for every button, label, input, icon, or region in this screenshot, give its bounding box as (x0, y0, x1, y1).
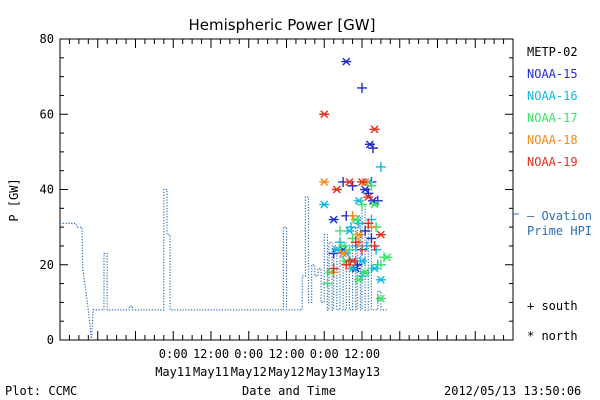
legend-noaa-15: NOAA-15 (527, 67, 578, 81)
noaa-16-north-point (319, 200, 330, 209)
noaa-19-north-point (375, 230, 386, 239)
noaa-18-north-point (319, 177, 330, 186)
plot-credit: Plot: CCMC (5, 384, 77, 398)
noaa-15-south-point (366, 233, 377, 244)
noaa-19-south-point (328, 263, 339, 274)
noaa-19-south-point (357, 244, 367, 255)
noaa-19-north-point (331, 185, 342, 194)
noaa-17-south-point (334, 225, 345, 236)
axis-ticks: 0204060800:00May1112:00May110:00May1212:… (40, 32, 514, 379)
marker-legend-south: + south (527, 299, 578, 313)
chart-title: Hemispheric Power [GW] (189, 16, 376, 34)
legend-noaa-16: NOAA-16 (527, 89, 578, 103)
noaa-17-north-point (369, 200, 380, 209)
noaa-16-north-point (357, 256, 367, 265)
y-tick-label: 40 (40, 183, 54, 197)
marker-legend-north: * north (527, 329, 578, 343)
noaa-19-north-point (347, 256, 358, 265)
x-tick-date-label: May12 (231, 365, 267, 379)
ovation-prime-hpi-line (60, 188, 388, 341)
noaa-19-north-point (344, 177, 355, 186)
ovation-series (60, 188, 388, 341)
noaa-19-north-point (319, 110, 330, 119)
noaa-17-south-point (357, 199, 367, 210)
noaa-17-north-point (375, 294, 386, 303)
noaa-15-north-point (341, 57, 352, 66)
y-axis-label: P [GW] (7, 178, 21, 221)
noaa-19-south-point (369, 240, 380, 251)
noaa-18-north-point (353, 230, 364, 239)
x-tick-time-label: 12:00 (268, 347, 304, 361)
plot-timestamp: 2012/05/13 13:50:06 (444, 384, 581, 398)
noaa-16-north-point (369, 264, 380, 273)
legend-metp-02: METP-02 (527, 45, 578, 59)
legend-ovation-line-1: — Ovation (527, 209, 592, 223)
legend-noaa-19: NOAA-19 (527, 155, 578, 169)
noaa-15-north-point (364, 140, 375, 149)
x-tick-date-label: May11 (155, 365, 191, 379)
noaa-15-south-point (357, 82, 367, 93)
noaa-15-north-point (360, 185, 371, 194)
y-tick-label: 80 (40, 32, 54, 46)
noaa-15-north-point (328, 215, 339, 224)
noaa-17-north-point (382, 253, 393, 262)
legend: METP-02 NOAA-15 NOAA-16 NOAA-17 NOAA-18 NOAA-… (513, 45, 592, 343)
y-tick-label: 20 (40, 258, 54, 272)
noaa-17-south-point (375, 259, 386, 270)
noaa-16-north-point (375, 275, 386, 284)
noaa-19-north-point (363, 193, 374, 202)
noaa-16-north-point (344, 226, 355, 235)
x-tick-time-label: 0:00 (310, 347, 339, 361)
legend-ovation-line-2: Prime HPI (527, 224, 592, 238)
noaa-18-south-point (347, 210, 358, 221)
noaa-17-north-point (338, 241, 349, 250)
noaa-19-north-point (357, 177, 367, 186)
x-tick-date-label: May13 (344, 365, 380, 379)
noaa-16-south-point (375, 161, 386, 172)
x-tick-date-label: May13 (306, 365, 342, 379)
y-tick-label: 60 (40, 107, 54, 121)
noaa-17-south-point (322, 278, 333, 289)
x-tick-time-label: 0:00 (234, 347, 263, 361)
noaa-19-south-point (363, 218, 374, 229)
satellite-points (319, 57, 393, 303)
x-tick-time-label: 12:00 (193, 347, 229, 361)
noaa-17-north-point (353, 275, 364, 284)
x-tick-time-label: 12:00 (344, 347, 380, 361)
noaa-17-north-point (360, 268, 371, 277)
noaa-19-north-point (369, 125, 380, 134)
x-tick-date-label: May11 (193, 365, 229, 379)
x-tick-time-label: 0:00 (159, 347, 188, 361)
plot-frame (59, 38, 514, 341)
y-tick-label: 0 (47, 333, 54, 347)
legend-noaa-17: NOAA-17 (527, 111, 578, 125)
noaa-19-south-point (350, 237, 361, 248)
legend-noaa-18: NOAA-18 (527, 133, 578, 147)
noaa-18-north-point (338, 249, 349, 258)
x-axis-label: Date and Time (242, 384, 336, 398)
x-tick-date-label: May12 (268, 365, 304, 379)
